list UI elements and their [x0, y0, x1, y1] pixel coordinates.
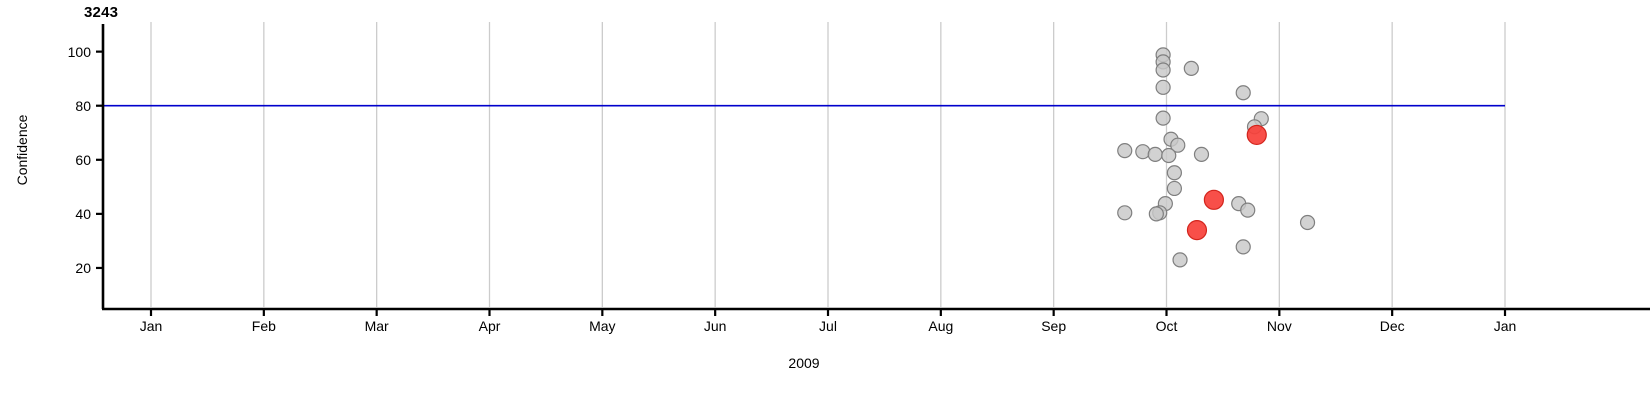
data-point — [1147, 146, 1163, 162]
data-point — [1299, 214, 1316, 231]
x-tick-label-dec-11: Dec — [1379, 318, 1405, 334]
y-tick-marks — [96, 50, 103, 270]
x-tick-label-sep-8: Sep — [1041, 318, 1067, 334]
x-tick-marks — [149, 309, 1507, 316]
x-tick-label-apr-3: Apr — [478, 318, 501, 334]
y-tick-label-60: 60 — [75, 151, 91, 168]
data-point — [1172, 252, 1188, 268]
data-point — [1246, 124, 1267, 146]
x-tick-label-mar-2: Mar — [364, 318, 389, 334]
data-point — [1155, 62, 1171, 78]
x-tick-label-jan-0: Jan — [139, 318, 163, 334]
data-point — [1170, 137, 1186, 153]
y-tick-label-20: 20 — [75, 259, 91, 276]
data-point — [1183, 60, 1199, 76]
data-point — [1161, 147, 1177, 164]
x-tick-label-aug-7: Aug — [928, 318, 954, 334]
gridlines — [150, 22, 1506, 307]
data-point — [1235, 239, 1251, 255]
x-axis-label: 2009 — [788, 355, 820, 371]
data-point — [1235, 85, 1251, 101]
x-tick-label-jan-12: Jan — [1493, 318, 1517, 334]
x-tick-label-jul-6: Jul — [819, 318, 837, 334]
y-tick-label-100: 100 — [67, 43, 91, 60]
y-tick-label-80: 80 — [75, 97, 91, 114]
x-tick-label-feb-1: Feb — [251, 318, 276, 334]
y-tick-label-40: 40 — [75, 205, 91, 222]
data-point — [1117, 205, 1133, 221]
x-tick-label-nov-10: Nov — [1266, 318, 1292, 334]
data-points-base — [1117, 47, 1316, 268]
data-point — [1135, 144, 1151, 160]
x-tick-label-may-4: May — [589, 318, 616, 334]
data-point — [1186, 220, 1208, 241]
axis-lines — [101, 24, 1650, 311]
data-point — [1155, 79, 1171, 95]
x-tick-label-oct-9: Oct — [1155, 318, 1178, 334]
data-point — [1166, 180, 1182, 197]
data-point — [1155, 110, 1171, 126]
data-point — [1148, 206, 1164, 222]
data-points-highlight — [1186, 124, 1267, 241]
data-point — [1193, 146, 1210, 162]
data-point — [1240, 202, 1256, 218]
x-tick-label-jun-5: Jun — [703, 318, 727, 334]
data-point — [1166, 165, 1182, 181]
chart-title: 3243 — [84, 4, 119, 21]
data-point — [1203, 189, 1224, 210]
data-point — [1117, 143, 1133, 159]
